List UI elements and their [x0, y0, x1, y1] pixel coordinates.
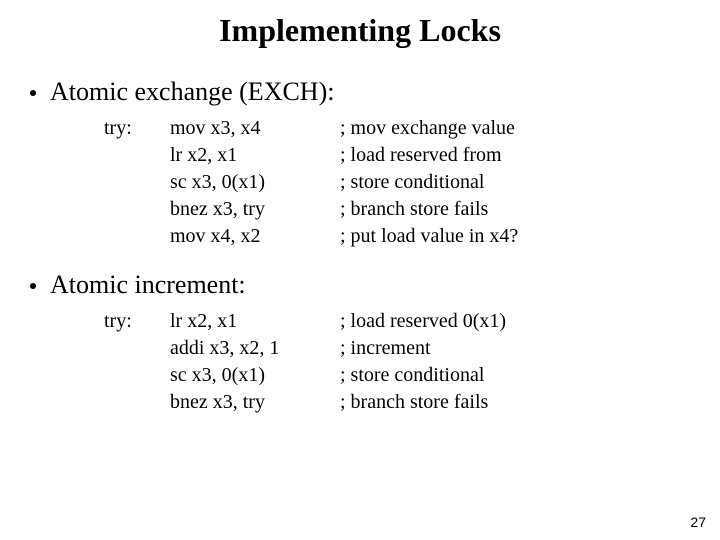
row-label: try:: [104, 308, 170, 335]
heading-text: Atomic exchange (EXCH):: [50, 77, 334, 107]
heading-text: Atomic increment:: [50, 270, 246, 300]
code-block-increment: try: lr x2, x1 ; load reserved 0(x1) add…: [104, 308, 690, 416]
code-row: sc x3, 0(x1) ; store conditional: [104, 169, 690, 196]
code-block-exchange: try: mov x3, x4 ; mov exchange value lr …: [104, 115, 690, 250]
row-comment: ; store conditional: [340, 362, 690, 389]
code-row: bnez x3, try ; branch store fails: [104, 389, 690, 416]
bullet-heading-exchange: Atomic exchange (EXCH):: [30, 77, 690, 107]
row-comment: ; store conditional: [340, 169, 690, 196]
row-comment: ; put load value in x4?: [340, 223, 690, 250]
row-instr: addi x3, x2, 1: [170, 335, 340, 362]
bullet-icon: [30, 283, 36, 289]
row-label: [104, 362, 170, 389]
row-instr: mov x4, x2: [170, 223, 340, 250]
row-label: [104, 389, 170, 416]
section-exchange: Atomic exchange (EXCH): try: mov x3, x4 …: [30, 77, 690, 250]
code-row: try: lr x2, x1 ; load reserved 0(x1): [104, 308, 690, 335]
row-label: [104, 196, 170, 223]
row-comment: ; increment: [340, 335, 690, 362]
row-label: [104, 169, 170, 196]
row-comment: ; branch store fails: [340, 196, 690, 223]
bullet-heading-increment: Atomic increment:: [30, 270, 690, 300]
row-comment: ; mov exchange value: [340, 115, 690, 142]
row-comment: ; load reserved 0(x1): [340, 308, 690, 335]
row-instr: lr x2, x1: [170, 308, 340, 335]
code-row: lr x2, x1 ; load reserved from: [104, 142, 690, 169]
row-instr: sc x3, 0(x1): [170, 362, 340, 389]
code-row: try: mov x3, x4 ; mov exchange value: [104, 115, 690, 142]
row-label: try:: [104, 115, 170, 142]
row-comment: ; load reserved from: [340, 142, 690, 169]
code-row: mov x4, x2 ; put load value in x4?: [104, 223, 690, 250]
row-instr: bnez x3, try: [170, 196, 340, 223]
code-row: sc x3, 0(x1) ; store conditional: [104, 362, 690, 389]
row-comment: ; branch store fails: [340, 389, 690, 416]
code-row: bnez x3, try ; branch store fails: [104, 196, 690, 223]
row-instr: bnez x3, try: [170, 389, 340, 416]
row-instr: sc x3, 0(x1): [170, 169, 340, 196]
row-label: [104, 335, 170, 362]
page-number: 27: [690, 514, 706, 530]
section-increment: Atomic increment: try: lr x2, x1 ; load …: [30, 270, 690, 416]
bullet-icon: [30, 90, 36, 96]
slide: Implementing Locks Atomic exchange (EXCH…: [0, 0, 720, 540]
slide-title: Implementing Locks: [30, 12, 690, 49]
row-label: [104, 142, 170, 169]
row-instr: lr x2, x1: [170, 142, 340, 169]
code-row: addi x3, x2, 1 ; increment: [104, 335, 690, 362]
row-label: [104, 223, 170, 250]
row-instr: mov x3, x4: [170, 115, 340, 142]
